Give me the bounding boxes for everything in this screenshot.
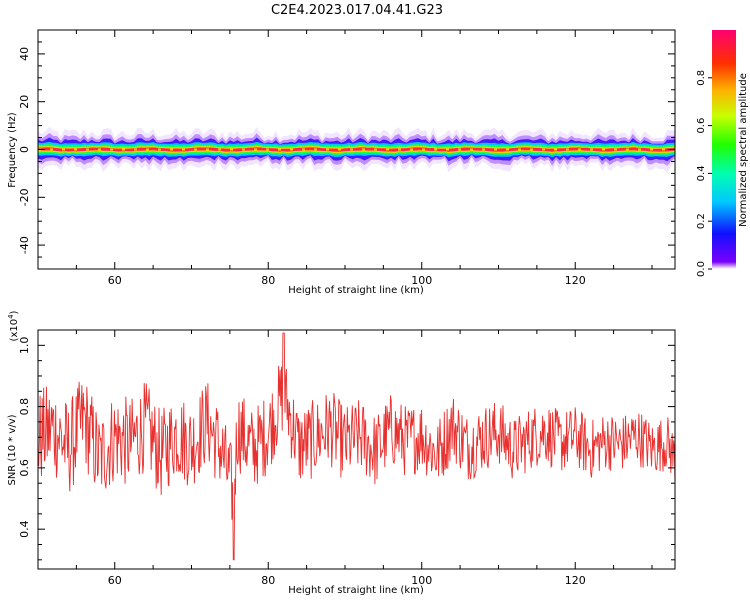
spectrogram-y-tick-label: 40 [18, 47, 31, 61]
figure-title: C2E4.2023.017.04.41.G23 [271, 3, 443, 18]
spectrogram-y-ticks: -40 -20 0 20 40 [18, 29, 675, 270]
colorbar-tick-label: 0.0 [696, 261, 707, 277]
snr-x-tick-label: 80 [261, 574, 275, 587]
spectrogram-x-tick-label: 100 [411, 274, 432, 287]
colorbar-ticks: 0.0 0.2 0.4 0.6 0.8 [696, 70, 712, 277]
snr-y-tick-label: 0.8 [18, 398, 31, 416]
spectrogram-y-axis-label: Frequency (Hz) [7, 112, 18, 188]
snr-y-tick-label: 0.4 [18, 520, 31, 538]
spectrogram-y-tick-label: -40 [18, 236, 31, 254]
colorbar-tick-label: 0.6 [696, 118, 707, 134]
spectrogram-band-layer [38, 147, 675, 152]
snr-x-tick-label: 60 [108, 574, 122, 587]
snr-y-ticks: 0.4 0.6 0.8 1.0 [18, 329, 675, 561]
colorbar: 0.0 0.2 0.4 0.6 0.8 Normalized spectral ampl… [696, 30, 749, 277]
snr-plot-area [38, 330, 675, 569]
snr-x-tick-label: 120 [565, 574, 586, 587]
spectrogram-y-tick-label: -20 [18, 188, 31, 206]
snr-x-axis-label: Height of straight line (km) [288, 585, 424, 596]
snr-y-axis-label: SNR (10 * v/v) [7, 414, 18, 485]
snr-x-ticks: 60 80 100 120 [37, 330, 653, 587]
colorbar-tick-label: 0.4 [696, 165, 707, 181]
snr-y-tick-label: 0.6 [18, 459, 31, 477]
colorbar-tick-label: 0.2 [696, 213, 707, 229]
colorbar-tick-label: 0.8 [696, 70, 707, 86]
spectrogram-band [38, 126, 675, 173]
colorbar-gradient [712, 30, 736, 269]
snr-panel: 60 80 100 120 0.4 0.6 0.8 1.0 Height of straig… [7, 310, 676, 596]
spectrogram-x-tick-label: 60 [108, 274, 122, 287]
snr-y-tick-label: 1.0 [18, 337, 31, 355]
snr-y-multiplier: (x104) [7, 310, 20, 341]
spectrogram-panel: 60 80 100 120 -40 -20 0 20 40 Height of straigh… [7, 29, 676, 296]
spectrogram-y-tick-label: 20 [18, 95, 31, 109]
spectrogram-x-ticks: 60 80 100 120 [37, 30, 653, 287]
snr-series-line [38, 332, 675, 561]
spectrogram-x-axis-label: Height of straight line (km) [288, 285, 424, 296]
spectrogram-x-tick-label: 80 [261, 274, 275, 287]
spectrogram-y-tick-label: 0 [18, 146, 31, 153]
spectrogram-x-tick-label: 120 [565, 274, 586, 287]
colorbar-label: Normalized spectral amplitude [738, 73, 749, 227]
snr-x-tick-label: 100 [411, 574, 432, 587]
snr-frame [37, 329, 676, 570]
